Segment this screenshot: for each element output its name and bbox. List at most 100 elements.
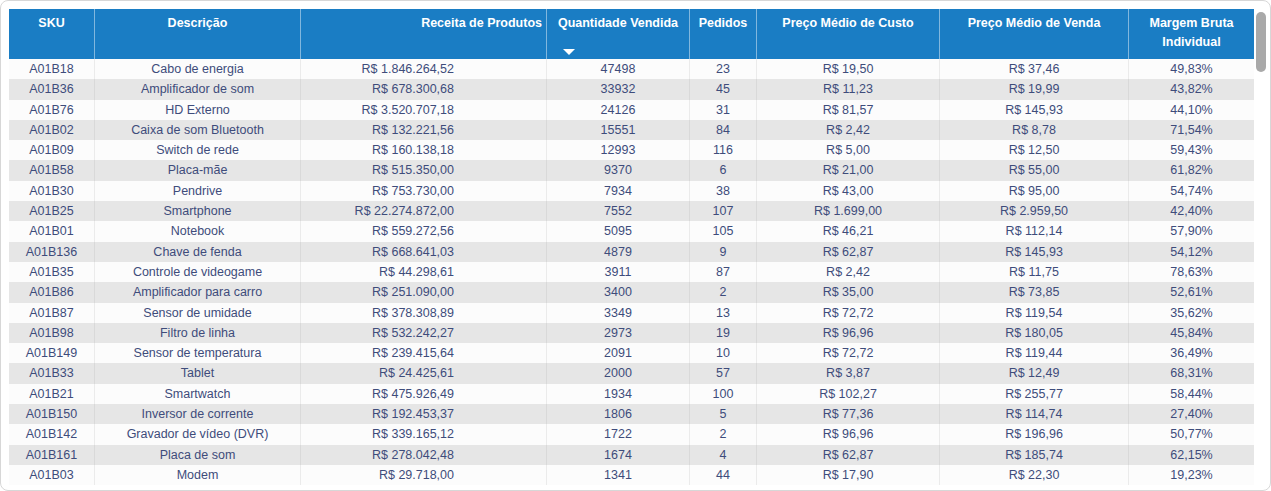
- cell-receita: R$ 251.090,00: [300, 282, 546, 302]
- table-row[interactable]: A01B09Switch de redeR$ 160.138,181299311…: [9, 140, 1254, 160]
- column-header-custo[interactable]: Preço Médio de Custo: [756, 9, 939, 59]
- cell-descricao: Amplificador para carro: [94, 282, 300, 302]
- cell-margem: 19,23%: [1128, 465, 1254, 485]
- cell-sku: A01B98: [9, 323, 94, 343]
- cell-descricao: Placa de som: [94, 445, 300, 465]
- cell-receita: R$ 44.298,61: [300, 262, 546, 282]
- column-header-receita[interactable]: Receita de Produtos: [300, 9, 546, 59]
- column-header-pedidos[interactable]: Pedidos: [689, 9, 756, 59]
- table-row[interactable]: A01B87Sensor de umidadeR$ 378.308,893349…: [9, 303, 1254, 323]
- cell-receita: R$ 29.718,00: [300, 465, 546, 485]
- cell-descricao: Sensor de temperatura: [94, 343, 300, 363]
- table-row[interactable]: A01B18Cabo de energiaR$ 1.846.264,524749…: [9, 59, 1254, 79]
- cell-descricao: Switch de rede: [94, 140, 300, 160]
- cell-pedidos: 6: [689, 160, 756, 180]
- table-visual-container: SKUDescriçãoReceita de ProdutosQuantidad…: [0, 0, 1271, 491]
- cell-pedidos: 84: [689, 120, 756, 140]
- cell-sku: A01B03: [9, 465, 94, 485]
- cell-descricao: Smartwatch: [94, 384, 300, 404]
- table-row[interactable]: A01B149Sensor de temperaturaR$ 239.415,6…: [9, 343, 1254, 363]
- vertical-scrollbar[interactable]: [1254, 9, 1268, 485]
- table-row[interactable]: A01B36Amplificador de somR$ 678.300,6833…: [9, 79, 1254, 99]
- cell-quantidade: 4879: [546, 242, 689, 262]
- table-row[interactable]: A01B150Inversor de correnteR$ 192.453,37…: [9, 404, 1254, 424]
- table-row[interactable]: A01B21SmartwatchR$ 475.926,491934100R$ 1…: [9, 384, 1254, 404]
- cell-pedidos: 44: [689, 465, 756, 485]
- cell-descricao: Caixa de som Bluetooth: [94, 120, 300, 140]
- cell-descricao: Modem: [94, 465, 300, 485]
- table-row[interactable]: A01B136Chave de fendaR$ 668.641,0348799R…: [9, 242, 1254, 262]
- table-row[interactable]: A01B01NotebookR$ 559.272,565095105R$ 46,…: [9, 221, 1254, 241]
- cell-quantidade: 24126: [546, 100, 689, 120]
- table-row[interactable]: A01B86Amplificador para carroR$ 251.090,…: [9, 282, 1254, 302]
- column-header-venda[interactable]: Preço Médio de Venda: [939, 9, 1128, 59]
- column-header-label: Preço Médio de Venda: [968, 16, 1101, 30]
- cell-margem: 52,61%: [1128, 282, 1254, 302]
- table-row[interactable]: A01B33TabletR$ 24.425,61200057R$ 3,87R$ …: [9, 363, 1254, 383]
- table-row[interactable]: A01B02Caixa de som BluetoothR$ 132.221,5…: [9, 120, 1254, 140]
- table-row[interactable]: A01B142Gravador de vídeo (DVR)R$ 339.165…: [9, 424, 1254, 444]
- cell-pedidos: 31: [689, 100, 756, 120]
- cell-descricao: Chave de fenda: [94, 242, 300, 262]
- cell-venda: R$ 2.959,50: [939, 201, 1128, 221]
- table-row[interactable]: A01B58Placa-mãeR$ 515.350,0093706R$ 21,0…: [9, 160, 1254, 180]
- vertical-scrollbar-thumb[interactable]: [1256, 12, 1266, 72]
- cell-descricao: Tablet: [94, 363, 300, 383]
- table-row[interactable]: A01B25SmartphoneR$ 22.274.872,007552107R…: [9, 201, 1254, 221]
- cell-sku: A01B01: [9, 221, 94, 241]
- cell-sku: A01B30: [9, 181, 94, 201]
- cell-venda: R$ 112,14: [939, 221, 1128, 241]
- cell-receita: R$ 559.272,56: [300, 221, 546, 241]
- cell-sku: A01B02: [9, 120, 94, 140]
- cell-sku: A01B150: [9, 404, 94, 424]
- cell-pedidos: 100: [689, 384, 756, 404]
- table-row[interactable]: A01B161Placa de somR$ 278.042,4816744R$ …: [9, 445, 1254, 465]
- cell-venda: R$ 8,78: [939, 120, 1128, 140]
- column-header-sku[interactable]: SKU: [9, 9, 94, 59]
- cell-receita: R$ 668.641,03: [300, 242, 546, 262]
- table-row[interactable]: A01B98Filtro de linhaR$ 532.242,27297319…: [9, 323, 1254, 343]
- cell-quantidade: 1341: [546, 465, 689, 485]
- cell-venda: R$ 145,93: [939, 242, 1128, 262]
- cell-receita: R$ 132.221,56: [300, 120, 546, 140]
- cell-receita: R$ 475.926,49: [300, 384, 546, 404]
- cell-quantidade: 7934: [546, 181, 689, 201]
- cell-sku: A01B25: [9, 201, 94, 221]
- table-header: SKUDescriçãoReceita de ProdutosQuantidad…: [9, 9, 1254, 59]
- cell-venda: R$ 55,00: [939, 160, 1128, 180]
- cell-custo: R$ 62,87: [756, 445, 939, 465]
- column-header-descricao[interactable]: Descrição: [94, 9, 300, 59]
- table-row[interactable]: A01B35Controle de videogameR$ 44.298,613…: [9, 262, 1254, 282]
- column-header-label: Pedidos: [699, 16, 748, 30]
- cell-margem: 78,63%: [1128, 262, 1254, 282]
- cell-custo: R$ 21,00: [756, 160, 939, 180]
- column-header-quantidade[interactable]: Quantidade Vendida: [546, 9, 689, 59]
- cell-custo: R$ 72,72: [756, 303, 939, 323]
- cell-descricao: Gravador de vídeo (DVR): [94, 424, 300, 444]
- cell-receita: R$ 532.242,27: [300, 323, 546, 343]
- cell-pedidos: 9: [689, 242, 756, 262]
- table-row[interactable]: A01B03ModemR$ 29.718,00134144R$ 17,90R$ …: [9, 465, 1254, 485]
- cell-receita: R$ 278.042,48: [300, 445, 546, 465]
- cell-margem: 57,90%: [1128, 221, 1254, 241]
- cell-sku: A01B21: [9, 384, 94, 404]
- table-row[interactable]: A01B30PendriveR$ 753.730,00793438R$ 43,0…: [9, 181, 1254, 201]
- cell-quantidade: 2091: [546, 343, 689, 363]
- cell-quantidade: 1934: [546, 384, 689, 404]
- cell-margem: 44,10%: [1128, 100, 1254, 120]
- cell-pedidos: 38: [689, 181, 756, 201]
- cell-custo: R$ 35,00: [756, 282, 939, 302]
- cell-descricao: Placa-mãe: [94, 160, 300, 180]
- cell-descricao: HD Externo: [94, 100, 300, 120]
- cell-custo: R$ 96,96: [756, 323, 939, 343]
- column-header-margem[interactable]: Margem Bruta Individual: [1128, 9, 1254, 59]
- cell-venda: R$ 119,54: [939, 303, 1128, 323]
- cell-quantidade: 47498: [546, 59, 689, 79]
- table-row[interactable]: A01B76HD ExternoR$ 3.520.707,182412631R$…: [9, 100, 1254, 120]
- cell-pedidos: 2: [689, 282, 756, 302]
- cell-quantidade: 7552: [546, 201, 689, 221]
- cell-custo: R$ 19,50: [756, 59, 939, 79]
- cell-venda: R$ 196,96: [939, 424, 1128, 444]
- cell-pedidos: 45: [689, 79, 756, 99]
- cell-quantidade: 1806: [546, 404, 689, 424]
